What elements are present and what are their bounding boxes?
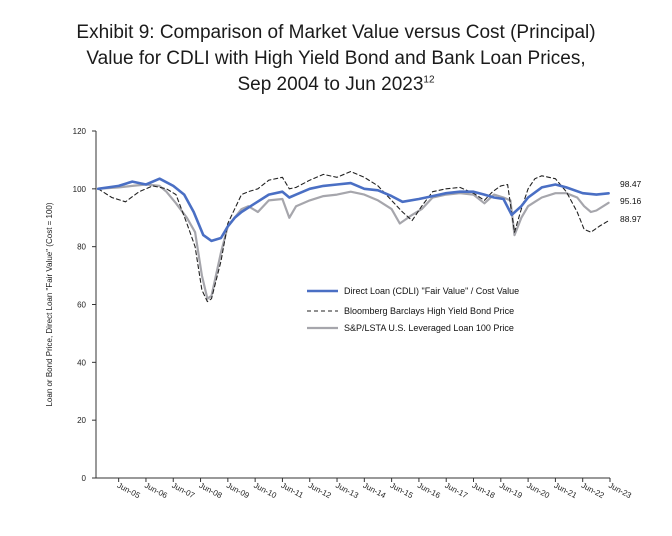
legend-label-2: S&P/LSTA U.S. Leveraged Loan 100 Price [344,323,514,333]
end-label-2: 88.97 [620,214,642,224]
y-tick-label: 60 [77,301,86,310]
x-tick-label: Jun-20 [525,481,551,501]
legend: Direct Loan (CDLI) "Fair Value" / Cost V… [307,286,519,333]
x-tick-label: Jun-15 [389,481,415,501]
end-label-1: 95.16 [620,196,642,206]
x-tick-label: Jun-19 [498,481,524,501]
y-axis-label: Loan or Bond Price, Direct Loan "Fair Va… [45,202,54,406]
y-tick-label: 0 [82,474,87,483]
x-tick-label: Jun-22 [580,481,606,501]
x-tick-label: Jun-07 [170,481,196,501]
title-superscript: 12 [423,74,435,86]
legend-label-0: Direct Loan (CDLI) "Fair Value" / Cost V… [344,286,519,296]
x-tick-label: Jun-12 [307,481,333,501]
x-tick-label: Jun-16 [416,481,442,501]
y-tick-label: 40 [77,358,86,367]
end-label-0: 98.47 [620,179,642,189]
y-tick-label: 120 [73,127,87,136]
end-labels: 98.47 95.16 88.97 [620,179,642,224]
y-tick-label: 100 [73,185,87,194]
x-tick-label: Jun-09 [225,481,251,501]
series-group [96,170,610,303]
title-line-2: Value for CDLI with High Yield Bond and … [86,48,586,69]
x-tick-label: Jun-23 [607,481,633,501]
x-tick-label: Jun-11 [279,481,305,500]
title-line-1: Exhibit 9: Comparison of Market Value ve… [76,22,596,43]
x-tick-label: Jun-17 [443,481,469,501]
x-tick-label: Jun-05 [116,481,142,501]
legend-label-1: Bloomberg Barclays High Yield Bond Price [344,306,514,316]
x-tick-label: Jun-18 [471,481,497,501]
x-tick-label: Jun-21 [552,481,578,501]
chart-title: Exhibit 9: Comparison of Market Value ve… [0,20,672,98]
x-tick-label: Jun-06 [143,481,169,501]
x-tick-label: Jun-14 [361,481,387,501]
x-tick-label: Jun-10 [252,481,278,501]
title-line-3-text: Sep 2004 to Jun 2023 [237,74,424,95]
y-tick-label: 20 [77,416,86,425]
x-tick-label: Jun-13 [334,481,360,501]
x-tick-label: Jun-08 [198,481,224,501]
series-line-1 [97,170,610,303]
y-tick-label: 80 [77,243,86,252]
series-line-0 [96,177,610,243]
series-line-2 [97,183,610,300]
title-line-3: Sep 2004 to Jun 202312 [0,72,672,98]
